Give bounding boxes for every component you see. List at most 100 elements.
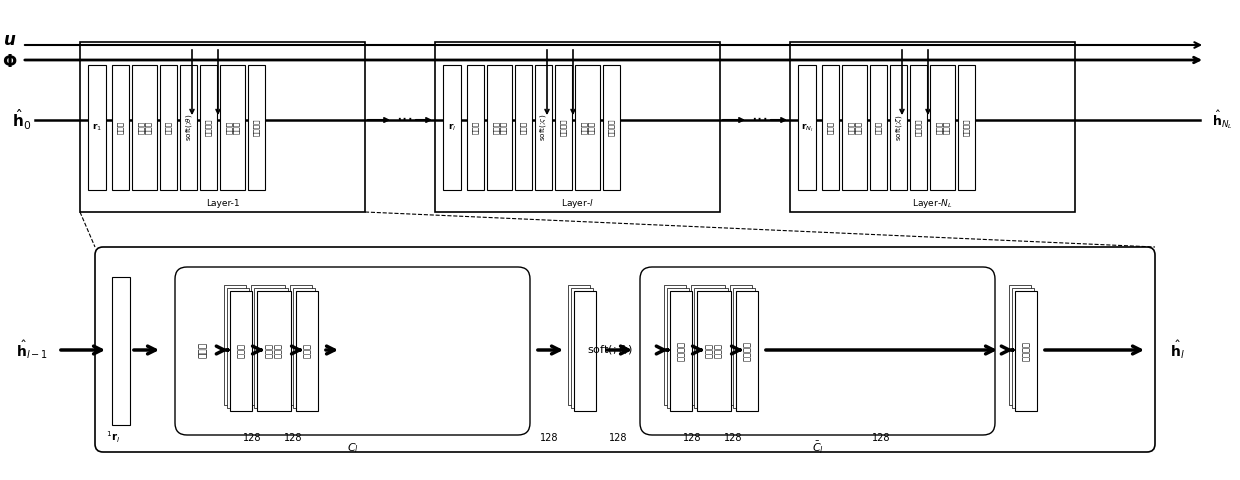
Bar [730,285,751,405]
Bar [257,291,291,411]
Text: 反卷积层: 反卷积层 [1022,341,1030,361]
Text: 线性整
流单元: 线性整 流单元 [226,121,239,134]
Text: Layer-$l$: Layer-$l$ [562,197,594,211]
Text: 线性整
流单元: 线性整 流单元 [704,344,723,359]
Text: 反卷积层: 反卷积层 [915,119,921,136]
Text: 卷积层: 卷积层 [521,121,527,134]
Bar [694,288,728,408]
Text: u: u [4,31,16,49]
Bar [224,285,246,405]
Text: soft$(;\theta_l)$: soft$(;\theta_l)$ [587,343,632,357]
Text: 反卷积层: 反卷积层 [560,119,567,136]
Bar [842,65,867,190]
Bar [556,65,572,190]
Text: Layer-$N_L$: Layer-$N_L$ [913,197,952,211]
Bar [890,65,906,190]
Text: 卷积层: 卷积层 [198,342,207,358]
Text: $\mathbf{\Phi}$: $\mathbf{\Phi}$ [2,53,17,71]
Text: 线性整
流单元: 线性整 流单元 [580,121,594,134]
Bar [131,65,157,190]
Text: 反卷积层: 反卷积层 [608,119,615,136]
Bar [248,65,265,190]
Text: ···: ··· [397,111,414,129]
Bar [1016,291,1037,411]
Text: $\hat{\mathbf{h}}_{l}$: $\hat{\mathbf{h}}_{l}$ [1169,339,1184,361]
Text: 线性整
流单元: 线性整 流单元 [138,121,151,134]
Text: 卷积层: 卷积层 [875,121,882,134]
Bar [737,291,758,411]
Text: 卷积层: 卷积层 [237,344,246,359]
Bar [790,42,1075,212]
Text: $\hat{\mathbf{h}}_0$: $\hat{\mathbf{h}}_0$ [12,108,31,132]
Bar [575,65,600,190]
Bar [219,65,246,190]
Bar [574,291,596,411]
Bar [670,291,692,411]
Text: $\hat{\mathbf{h}}_{N_L}$: $\hat{\mathbf{h}}_{N_L}$ [1211,108,1233,132]
Text: 128: 128 [284,433,303,443]
Bar [959,65,975,190]
Bar [570,288,593,408]
FancyBboxPatch shape [640,267,994,435]
Text: 线性整
流单元: 线性整 流单元 [492,121,506,134]
Bar [930,65,955,190]
Text: ···: ··· [751,111,769,129]
Text: 卷积层: 卷积层 [118,121,124,134]
Text: soft(;$\theta$): soft(;$\theta$) [184,114,193,141]
Bar [112,277,130,425]
Bar [799,65,816,190]
Text: $\mathbf{r}_{N_l}$: $\mathbf{r}_{N_l}$ [801,121,813,134]
Bar [870,65,887,190]
Bar [733,288,755,408]
Bar [160,65,177,190]
Text: 128: 128 [541,433,559,443]
Text: 128: 128 [872,433,890,443]
Bar [296,291,317,411]
Bar [81,42,365,212]
Bar [487,65,512,190]
Bar [910,65,928,190]
Bar [697,291,732,411]
Text: $C_l$: $C_l$ [346,441,358,455]
Text: 128: 128 [243,433,262,443]
Text: soft(;$\zeta$): soft(;$\zeta$) [894,114,904,141]
Text: 反卷积层: 反卷积层 [205,119,212,136]
Text: $\mathbf{r}_l$: $\mathbf{r}_l$ [448,122,456,133]
Bar [443,65,461,190]
Text: 卷积层: 卷积层 [303,344,311,359]
Bar [1012,288,1034,408]
Bar [180,65,197,190]
Bar [568,285,590,405]
Bar [603,65,620,190]
Bar [290,285,312,405]
Text: 卷积层: 卷积层 [472,121,479,134]
Bar [254,288,288,408]
Text: 反卷积层: 反卷积层 [743,341,751,361]
Text: 128: 128 [724,433,743,443]
Bar [691,285,725,405]
Text: soft(;$\varsigma$): soft(;$\varsigma$) [538,114,548,141]
Text: 卷积层: 卷积层 [165,121,172,134]
Bar [200,65,217,190]
Text: 反卷积层: 反卷积层 [253,119,260,136]
Text: $\hat{\mathbf{h}}_{l-1}$: $\hat{\mathbf{h}}_{l-1}$ [16,339,48,361]
Bar [229,291,252,411]
Text: $\mathbf{r}_1$: $\mathbf{r}_1$ [92,122,102,133]
Text: Layer-1: Layer-1 [206,200,239,208]
Bar [467,65,484,190]
Text: 反卷积层: 反卷积层 [677,341,686,361]
FancyBboxPatch shape [175,267,529,435]
Text: $\bar{C}_l$: $\bar{C}_l$ [811,440,823,456]
Bar [88,65,105,190]
Bar [227,288,249,408]
Text: $^1\mathbf{r}_l$: $^1\mathbf{r}_l$ [105,429,120,445]
Text: 128: 128 [609,433,627,443]
Text: 线性整
流单元: 线性整 流单元 [264,344,284,359]
Bar [250,285,285,405]
Bar [1009,285,1030,405]
Text: 线性整
流单元: 线性整 流单元 [936,121,950,134]
Bar [663,285,686,405]
Bar [534,65,552,190]
Bar [435,42,720,212]
Text: 反卷积层: 反卷积层 [963,119,970,136]
